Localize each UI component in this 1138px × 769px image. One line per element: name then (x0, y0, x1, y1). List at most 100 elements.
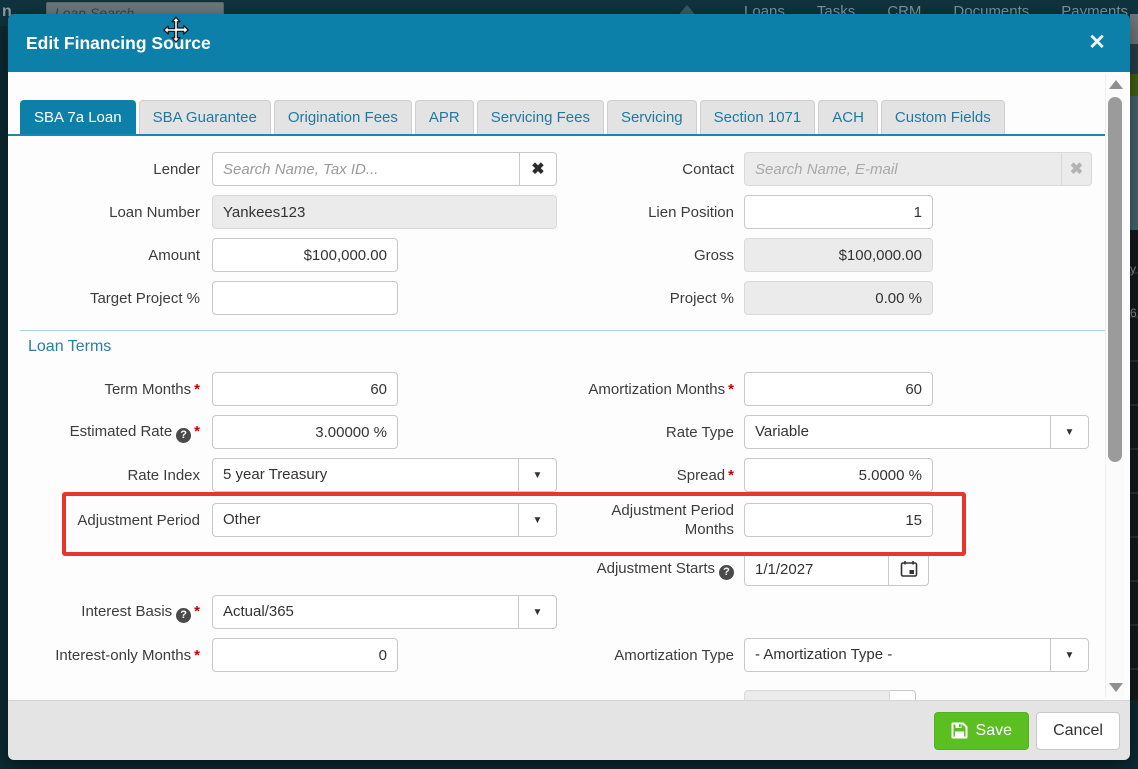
lien-position-label: Lien Position (648, 203, 734, 221)
cancel-button[interactable]: Cancel (1036, 711, 1120, 750)
project-pct-input (744, 281, 933, 315)
rate-index-label: Rate Index (127, 466, 200, 484)
tab-servicing-fees[interactable]: Servicing Fees (476, 100, 604, 134)
loan-terms-section-title: Loan Terms (28, 338, 112, 355)
lender-label: Lender (153, 160, 200, 178)
tab-sba-guarantee[interactable]: SBA Guarantee (138, 100, 271, 134)
background-text-fragment: 6 (1130, 306, 1137, 320)
interest-only-months-label: Interest-only Months * (55, 646, 200, 664)
tab-bar: SBA 7a Loan SBA Guarantee Origination Fe… (8, 72, 1106, 136)
interest-basis-label: Interest Basis? * (81, 602, 200, 623)
contact-clear-button[interactable]: ✖ (1062, 152, 1092, 186)
help-icon[interactable]: ? (176, 607, 192, 623)
save-floppy-icon (951, 722, 968, 739)
required-marker: * (194, 380, 200, 398)
rate-index-select[interactable]: 5 year Treasury ▼ (212, 458, 557, 492)
chevron-down-icon: ▼ (518, 596, 556, 628)
required-marker: * (728, 466, 734, 484)
dialog-scrollbar[interactable] (1105, 74, 1124, 698)
logo-fragment: n (2, 3, 12, 20)
required-marker: * (194, 422, 200, 440)
adjustment-starts-input[interactable] (744, 552, 889, 586)
background-edge-strip: y 6 (1130, 0, 1138, 769)
lender-clear-button[interactable]: ✖ (520, 152, 557, 186)
estimated-rate-label: Estimated Rate? * (69, 422, 200, 443)
save-button[interactable]: Save (933, 711, 1029, 750)
contact-search-input[interactable] (744, 152, 1062, 186)
cancel-button-label: Cancel (1053, 721, 1103, 739)
chevron-down-icon: ▼ (1050, 639, 1088, 671)
estimated-rate-input[interactable] (212, 415, 398, 449)
dialog-header[interactable]: Edit Financing Source ✕ (8, 14, 1130, 72)
dialog-footer: Save Cancel (8, 700, 1130, 760)
calendar-button[interactable] (889, 552, 929, 586)
edit-financing-source-dialog: Edit Financing Source ✕ SBA 7a Loan SBA … (8, 14, 1130, 760)
adjustment-starts-label: Adjustment Starts? (568, 559, 734, 580)
amortization-months-input[interactable] (744, 372, 933, 406)
chevron-down-icon: ▼ (1050, 416, 1088, 448)
background-edge-block (1130, 44, 1138, 74)
target-project-pct-label: Target Project % (89, 289, 200, 307)
spread-input[interactable] (744, 458, 933, 492)
tab-ach[interactable]: ACH (818, 100, 878, 134)
contact-label: Contact (682, 160, 734, 178)
required-marker: * (194, 602, 200, 620)
tab-custom-fields[interactable]: Custom Fields (880, 100, 1005, 134)
term-months-label: Term Months * (104, 380, 200, 398)
tab-servicing[interactable]: Servicing (606, 100, 697, 134)
save-button-label: Save (975, 721, 1012, 739)
rate-type-select[interactable]: Variable ▼ (744, 415, 1089, 449)
scrollbar-thumb[interactable] (1108, 97, 1122, 462)
required-marker: * (728, 380, 734, 398)
help-icon[interactable]: ? (176, 427, 192, 443)
amount-label: Amount (148, 246, 200, 264)
amortization-type-label: Amortization Type (614, 646, 734, 664)
amortization-months-label: Amortization Months * (588, 380, 734, 398)
tab-section-1071[interactable]: Section 1071 (699, 100, 816, 134)
target-project-pct-input[interactable] (212, 281, 398, 315)
background-edge-block (1130, 96, 1138, 230)
chevron-down-icon: ▼ (518, 459, 556, 491)
amount-input[interactable] (212, 238, 398, 272)
help-icon[interactable]: ? (719, 564, 734, 580)
clipped-button[interactable] (890, 690, 916, 700)
dialog-body: SBA 7a Loan SBA Guarantee Origination Fe… (8, 72, 1130, 700)
adjustment-period-select[interactable]: Other ▼ (212, 503, 557, 537)
adjustment-period-months-input[interactable] (744, 503, 933, 537)
close-icon[interactable]: ✕ (1088, 31, 1106, 54)
tab-origination-fees[interactable]: Origination Fees (273, 100, 412, 134)
rate-type-label: Rate Type (665, 423, 734, 441)
loan-number-input (212, 195, 557, 229)
term-months-input[interactable] (212, 372, 398, 406)
gross-label: Gross (693, 246, 734, 264)
lien-position-input[interactable] (744, 195, 933, 229)
clear-x-icon: ✖ (531, 161, 545, 178)
background-edge-block (1130, 74, 1138, 96)
sba-7a-loan-form: Lender ✖ Contact ✖ (8, 136, 1130, 672)
gross-input (744, 238, 933, 272)
adjustment-period-label: Adjustment Period (77, 511, 200, 529)
scroll-down-icon[interactable] (1109, 683, 1123, 692)
background-edge-block (1130, 14, 1138, 44)
clipped-input[interactable] (744, 690, 890, 700)
tab-sba-7a-loan[interactable]: SBA 7a Loan (20, 100, 136, 134)
scroll-up-icon[interactable] (1109, 80, 1123, 89)
amortization-type-select[interactable]: - Amortization Type - ▼ (744, 638, 1089, 672)
lender-search-input[interactable] (212, 152, 520, 186)
dialog-title: Edit Financing Source (26, 32, 211, 53)
chevron-down-icon: ▼ (518, 504, 556, 536)
clear-x-icon: ✖ (1069, 161, 1084, 178)
interest-only-months-input[interactable] (212, 638, 398, 672)
calendar-icon (900, 561, 917, 577)
interest-basis-select[interactable]: Actual/365 ▼ (212, 595, 557, 629)
spread-label: Spread * (676, 466, 734, 484)
adjustment-period-months-label: Adjustment Period Months (611, 502, 734, 538)
section-divider (20, 330, 1106, 331)
tab-apr[interactable]: APR (414, 100, 474, 134)
project-pct-label: Project % (669, 289, 734, 307)
clipped-next-row (744, 690, 916, 700)
background-edge-rows (1130, 230, 1138, 700)
required-marker: * (194, 646, 200, 664)
loan-number-label: Loan Number (109, 203, 200, 221)
